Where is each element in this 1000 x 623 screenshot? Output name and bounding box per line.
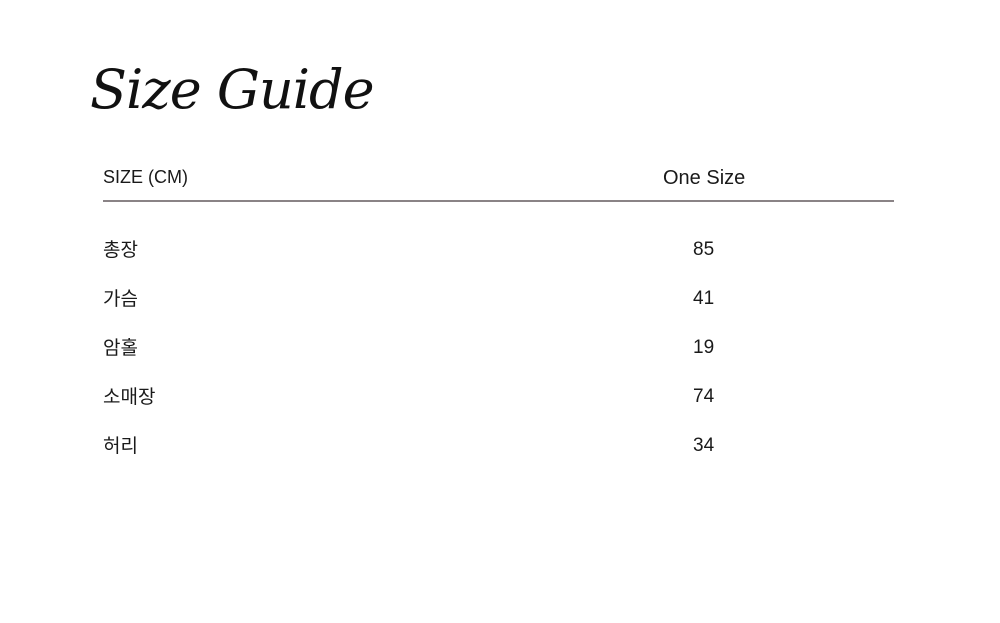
- header-one-size: One Size: [663, 167, 746, 189]
- row-label: 가슴: [103, 289, 138, 310]
- row-label: 허리: [103, 436, 138, 457]
- row-value: 41: [693, 288, 715, 309]
- row-value: 85: [693, 239, 715, 260]
- table-row: 총장 85: [0, 235, 1000, 265]
- table-row: 가슴 41: [0, 284, 1000, 314]
- row-label: 소매장: [103, 387, 156, 408]
- table-row: 암홀 19: [0, 333, 1000, 363]
- header-size-label: SIZE (CM): [103, 167, 188, 187]
- page-title: Size Guide: [90, 58, 375, 121]
- header-divider: [103, 200, 894, 202]
- row-label: 총장: [103, 240, 138, 261]
- table-row: 허리 34: [0, 431, 1000, 461]
- row-value: 74: [693, 386, 715, 407]
- row-value: 19: [693, 337, 715, 358]
- table-row: 소매장 74: [0, 382, 1000, 412]
- row-label: 암홀: [103, 338, 138, 359]
- row-value: 34: [693, 435, 715, 456]
